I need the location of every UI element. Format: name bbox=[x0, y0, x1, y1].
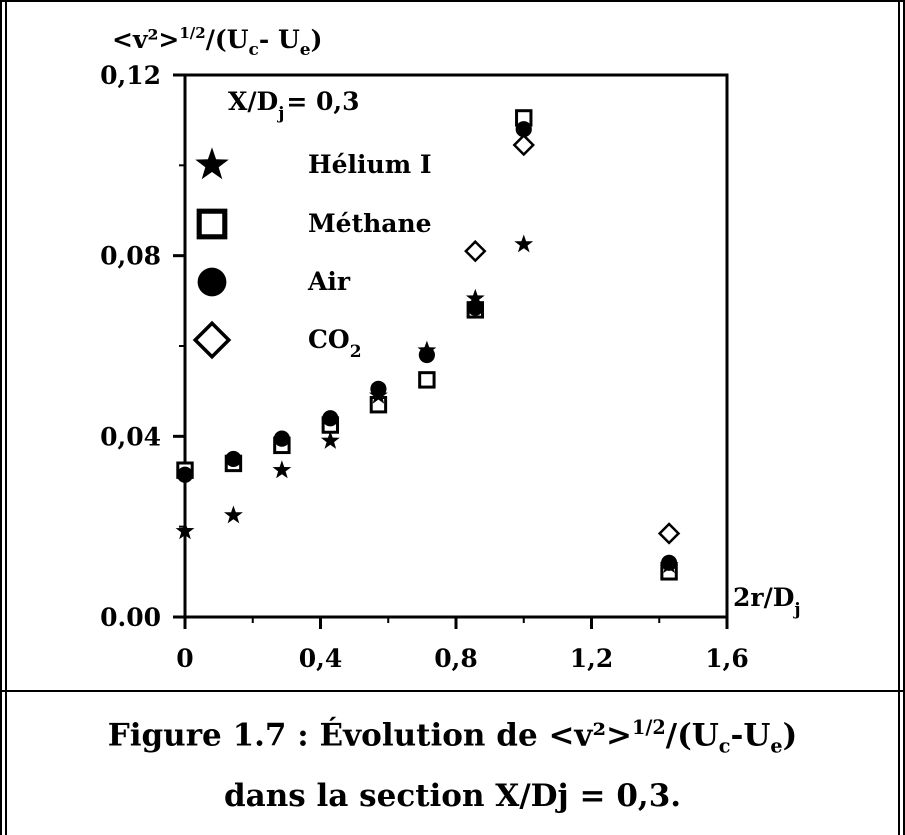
data-point-diamond bbox=[512, 133, 535, 157]
legend-marker-square bbox=[196, 208, 228, 240]
data-point-diamond bbox=[657, 522, 681, 545]
data-point-star bbox=[320, 431, 340, 449]
data-point-star bbox=[369, 385, 388, 404]
legend: Hélium I Méthane Air CO2 bbox=[192, 147, 432, 362]
legend-star-icon bbox=[195, 147, 229, 180]
x-tick-label: 1,6 bbox=[705, 644, 749, 673]
data-point-star bbox=[417, 340, 437, 359]
data-point-star bbox=[659, 555, 679, 574]
plot-annotation: X/Dj= 0,3 bbox=[228, 87, 360, 124]
data-point-square bbox=[369, 396, 388, 414]
y-tick-label: 0,12 bbox=[100, 61, 161, 90]
x-tick-label: 1,2 bbox=[570, 644, 614, 673]
data-point-circle bbox=[225, 450, 242, 468]
legend-item-co2: CO2 bbox=[192, 320, 362, 362]
data-point-star bbox=[224, 505, 243, 524]
legend-square-icon bbox=[196, 208, 228, 240]
data-point-circle bbox=[322, 410, 339, 427]
y-tick-label: 0,04 bbox=[100, 422, 161, 451]
legend-label-methane: Méthane bbox=[308, 209, 432, 238]
frame-right-inner bbox=[898, 0, 900, 835]
legend-item-helium: Hélium I bbox=[195, 147, 432, 180]
scatter-chart: <v²>1/2/(Uc- Ue) 2r/Dj X/Dj= 0,3 Hélium … bbox=[100, 24, 801, 673]
legend-item-methane: Méthane bbox=[196, 208, 432, 240]
legend-label-air: Air bbox=[307, 267, 351, 296]
data-point-circle bbox=[176, 466, 194, 483]
x-tick-label: 0,8 bbox=[434, 644, 478, 673]
legend-circle-icon bbox=[197, 267, 227, 297]
legend-item-air: Air bbox=[197, 267, 351, 297]
legend-marker-circle bbox=[197, 267, 227, 297]
data-point-square bbox=[418, 371, 436, 389]
x-axis-label: 2r/Dj bbox=[733, 583, 801, 620]
data-point-star bbox=[175, 521, 195, 540]
data-marks bbox=[175, 109, 681, 581]
frame-left-outer bbox=[0, 0, 2, 835]
legend-label-co2: CO2 bbox=[308, 325, 362, 362]
caption-divider bbox=[0, 690, 905, 692]
frame-top bbox=[0, 0, 905, 2]
data-point-star bbox=[272, 460, 292, 479]
data-point-circle bbox=[273, 430, 290, 447]
figure-caption-line-2: dans la section X/Dj = 0,3. bbox=[223, 778, 682, 814]
x-tick-label: 0 bbox=[176, 644, 193, 673]
y-tick-label: 0,08 bbox=[100, 242, 161, 271]
data-point-diamond bbox=[464, 239, 487, 263]
axes: 0 0,4 0,8 1,2 1,6 0.00 0,04 0,08 0,12 bbox=[100, 61, 749, 673]
figure-caption-line-1: Figure 1.7 : Évolution de <v²>1/2/(Uc-Ue… bbox=[107, 716, 798, 758]
frame-left-inner bbox=[5, 0, 7, 835]
legend-label-helium: Hélium I bbox=[308, 150, 432, 179]
legend-marker-star bbox=[195, 147, 229, 180]
data-point-star bbox=[514, 234, 534, 253]
frame-right-outer bbox=[903, 0, 905, 835]
data-point-circle bbox=[515, 121, 532, 138]
legend-diamond-icon bbox=[192, 320, 232, 360]
y-axis-label: <v²>1/2/(Uc- Ue) bbox=[112, 24, 322, 60]
x-tick-label: 0,4 bbox=[299, 644, 343, 673]
plot-area-frame bbox=[183, 73, 729, 619]
y-tick-label: 0.00 bbox=[100, 603, 161, 632]
data-point-star bbox=[465, 288, 485, 307]
legend-marker-diamond bbox=[192, 320, 232, 360]
